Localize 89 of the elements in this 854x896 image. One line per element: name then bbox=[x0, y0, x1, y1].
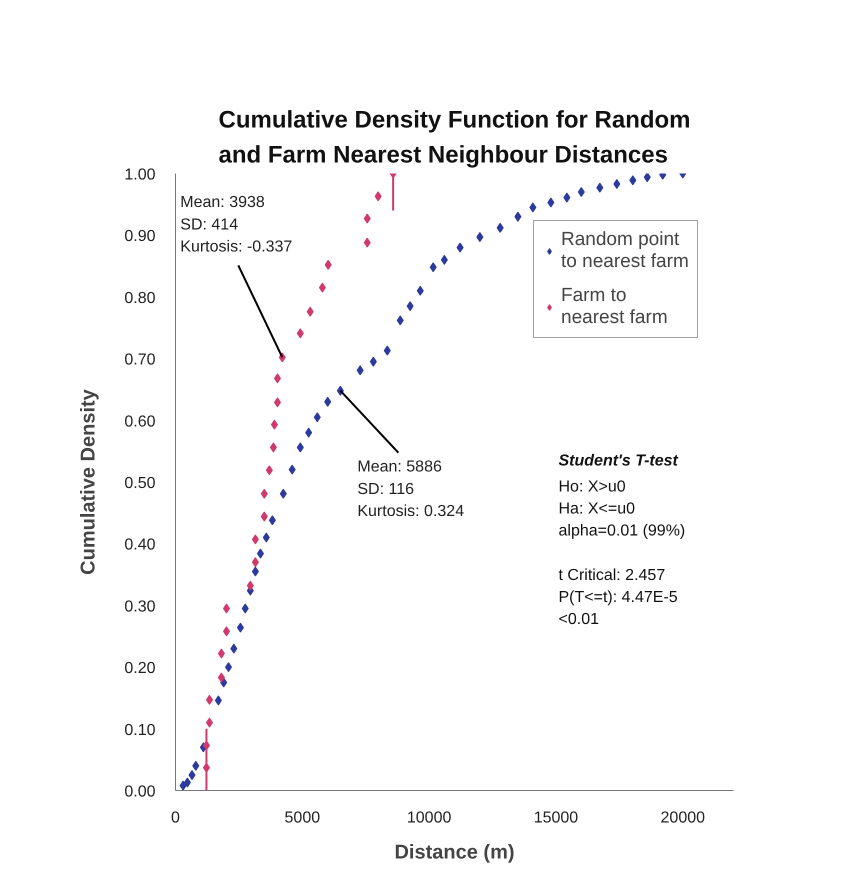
chart-title: Cumulative Density Function for Random and Farm Nearest Neighbour Distances bbox=[218, 106, 691, 168]
point bbox=[270, 420, 278, 430]
x-tick-label: 10000 bbox=[406, 810, 452, 826]
point bbox=[230, 644, 238, 654]
point bbox=[236, 622, 244, 633]
y-tick-label: 0.80 bbox=[124, 290, 156, 307]
point bbox=[268, 515, 276, 526]
legend-label: Random point to nearest farm bbox=[561, 229, 689, 273]
point bbox=[547, 198, 554, 208]
point bbox=[180, 780, 187, 790]
x-tick-label: 5000 bbox=[284, 810, 320, 826]
point bbox=[529, 202, 536, 212]
point bbox=[266, 465, 273, 476]
y-tick-label: 0.70 bbox=[124, 352, 156, 369]
point bbox=[218, 672, 225, 683]
point bbox=[314, 412, 321, 422]
point bbox=[305, 428, 312, 438]
point bbox=[416, 286, 424, 296]
point bbox=[288, 464, 296, 475]
y-axis-title: Cumulative Density bbox=[77, 388, 100, 575]
point bbox=[270, 442, 277, 452]
point bbox=[563, 192, 570, 203]
point bbox=[214, 695, 222, 706]
y-tick-label: 0.30 bbox=[124, 598, 156, 616]
point bbox=[274, 373, 281, 384]
point bbox=[456, 242, 464, 253]
y-tick-label: 0.10 bbox=[124, 722, 156, 739]
point bbox=[192, 760, 200, 771]
point bbox=[496, 222, 504, 233]
point bbox=[206, 694, 213, 705]
point bbox=[222, 626, 230, 636]
point bbox=[364, 238, 371, 248]
point bbox=[225, 662, 232, 672]
x-tick-label: 0 bbox=[171, 810, 180, 826]
point bbox=[262, 532, 270, 543]
point bbox=[218, 648, 225, 659]
point bbox=[306, 306, 314, 317]
y-tick-label: 1.00 bbox=[124, 166, 156, 184]
point bbox=[318, 282, 326, 293]
point bbox=[476, 232, 484, 242]
y-tick-label: 0.00 bbox=[124, 784, 156, 800]
point bbox=[324, 396, 332, 407]
point bbox=[184, 777, 191, 788]
point bbox=[324, 260, 332, 270]
annotation: Student's T-test bbox=[558, 452, 679, 470]
x-axis-title: Distance (m) bbox=[394, 842, 515, 864]
y-tick-label: 0.40 bbox=[124, 536, 156, 554]
point bbox=[578, 187, 585, 198]
annotation: Mean: 3938 SD: 414 Kurtosis: -0.337 bbox=[180, 194, 292, 256]
point bbox=[280, 488, 287, 499]
x-tick-label: 15000 bbox=[534, 810, 578, 826]
point bbox=[644, 174, 651, 182]
point bbox=[202, 762, 210, 773]
point bbox=[260, 488, 268, 499]
point bbox=[206, 718, 213, 728]
annotation: Mean: 5886 SD: 116 Kurtosis: 0.324 bbox=[357, 458, 464, 520]
point bbox=[374, 191, 382, 202]
point bbox=[440, 254, 448, 265]
point bbox=[430, 262, 437, 272]
point bbox=[188, 770, 196, 780]
point bbox=[296, 328, 304, 338]
point bbox=[246, 580, 254, 591]
y-tick-label: 0.90 bbox=[124, 228, 156, 246]
y-tick-label: 0.50 bbox=[124, 475, 156, 492]
text: Ho: X>u0 Ha: X<=u0 alpha=0.01 (99%) t Critical: 2.457 P(T<=t): 4.47E-5 <0.01 bbox=[558, 478, 686, 628]
point bbox=[242, 603, 249, 614]
point bbox=[370, 356, 377, 367]
point bbox=[396, 315, 404, 326]
x-tick-label: 20000 bbox=[660, 810, 706, 826]
point bbox=[514, 212, 522, 222]
point bbox=[364, 214, 371, 224]
point bbox=[202, 740, 210, 750]
point bbox=[252, 566, 259, 576]
point bbox=[252, 557, 259, 568]
point bbox=[406, 301, 414, 312]
point bbox=[356, 365, 364, 376]
point bbox=[274, 397, 281, 408]
point bbox=[222, 603, 230, 614]
y-tick-label: 0.60 bbox=[124, 413, 156, 430]
y-tick-label: 0.20 bbox=[124, 660, 156, 678]
point bbox=[629, 175, 636, 186]
point bbox=[260, 512, 268, 522]
point bbox=[252, 534, 259, 544]
point bbox=[256, 548, 264, 559]
point bbox=[384, 346, 391, 356]
legend-label: Farm to nearest farm bbox=[561, 285, 668, 329]
point bbox=[296, 442, 304, 452]
point bbox=[596, 182, 604, 193]
point bbox=[613, 178, 620, 189]
